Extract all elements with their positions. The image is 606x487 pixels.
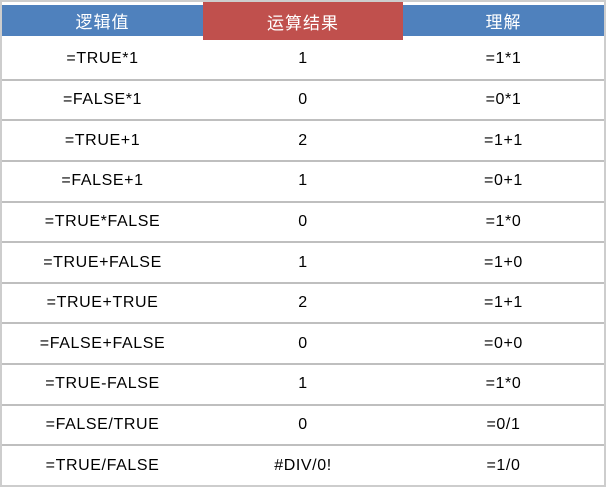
header-cell-logic-value: 逻辑值 — [2, 5, 204, 36]
table-cell: 1 — [298, 253, 308, 271]
table-row: =FALSE/TRUE 0 =0/1 — [2, 406, 604, 447]
table-cell: =1*0 — [485, 212, 522, 230]
table-cell: =FALSE+FALSE — [39, 334, 166, 352]
table-row: =TRUE*1 1 =1*1 — [2, 40, 604, 81]
table-cell: 0 — [298, 212, 308, 230]
table-cell: =0+1 — [484, 172, 523, 190]
table-cell: =TRUE+1 — [64, 131, 141, 149]
header-label-operation-result: 运算结果 — [266, 13, 339, 33]
table-cell: 2 — [298, 294, 308, 312]
table-cell: =TRUE-FALSE — [45, 375, 160, 393]
table-row: =TRUE+FALSE 1 =1+0 — [2, 243, 604, 284]
table-cell: =1+0 — [484, 253, 523, 271]
header-label-logic-value: 逻辑值 — [75, 13, 130, 32]
table-row: =TRUE/FALSE #DIV/0! =1/0 — [2, 446, 604, 485]
table-row: =FALSE*1 0 =0*1 — [2, 81, 604, 122]
table-cell: =1+1 — [484, 131, 523, 149]
table-cell: =TRUE*1 — [66, 50, 139, 68]
table-row: =FALSE+1 1 =0+1 — [2, 162, 604, 203]
table-cell: =FALSE+1 — [61, 172, 144, 190]
table-cell: =0/1 — [486, 416, 521, 434]
header-cell-operation-result: 运算结果 — [203, 2, 403, 40]
table-cell: =1*0 — [485, 375, 522, 393]
table-header-row: 逻辑值 运算结果 理解 — [2, 2, 604, 40]
table-cell: =TRUE+TRUE — [46, 294, 159, 312]
table-cell: =TRUE*FALSE — [44, 212, 161, 230]
table-row: =TRUE+TRUE 2 =1+1 — [2, 284, 604, 325]
table-cell: =FALSE*1 — [62, 90, 143, 108]
table-body: =TRUE*1 1 =1*1 =FALSE*1 0 =0*1 =TRUE+1 2 =1+1 =FA… — [2, 40, 604, 485]
table-cell: =1+1 — [484, 294, 523, 312]
table-row: =FALSE+FALSE 0 =0+0 — [2, 324, 604, 366]
table-cell: =FALSE/TRUE — [45, 416, 160, 434]
table-cell: 1 — [298, 375, 308, 393]
table-cell: 0 — [298, 90, 308, 108]
table-cell: 0 — [298, 416, 308, 434]
table-cell: 1 — [298, 172, 308, 190]
table-row: =TRUE-FALSE 1 =1*0 — [2, 365, 604, 406]
table-cell: #DIV/0! — [274, 456, 332, 474]
table-cell: 1 — [298, 50, 308, 68]
table-cell: 2 — [298, 131, 308, 149]
header-cell-understanding: 理解 — [402, 5, 604, 36]
table-row: =TRUE+1 2 =1+1 — [2, 121, 604, 162]
table-cell: =1*1 — [485, 50, 522, 68]
table-cell: =1/0 — [486, 456, 521, 474]
table-cell: =TRUE/FALSE — [45, 456, 160, 474]
table-cell: 0 — [298, 334, 308, 352]
table-cell: =0*1 — [485, 90, 522, 108]
header-label-understanding: 理解 — [485, 13, 522, 32]
table-cell: =0+0 — [484, 334, 523, 352]
table-row: =TRUE*FALSE 0 =1*0 — [2, 203, 604, 244]
table-cell: =TRUE+FALSE — [43, 253, 162, 271]
